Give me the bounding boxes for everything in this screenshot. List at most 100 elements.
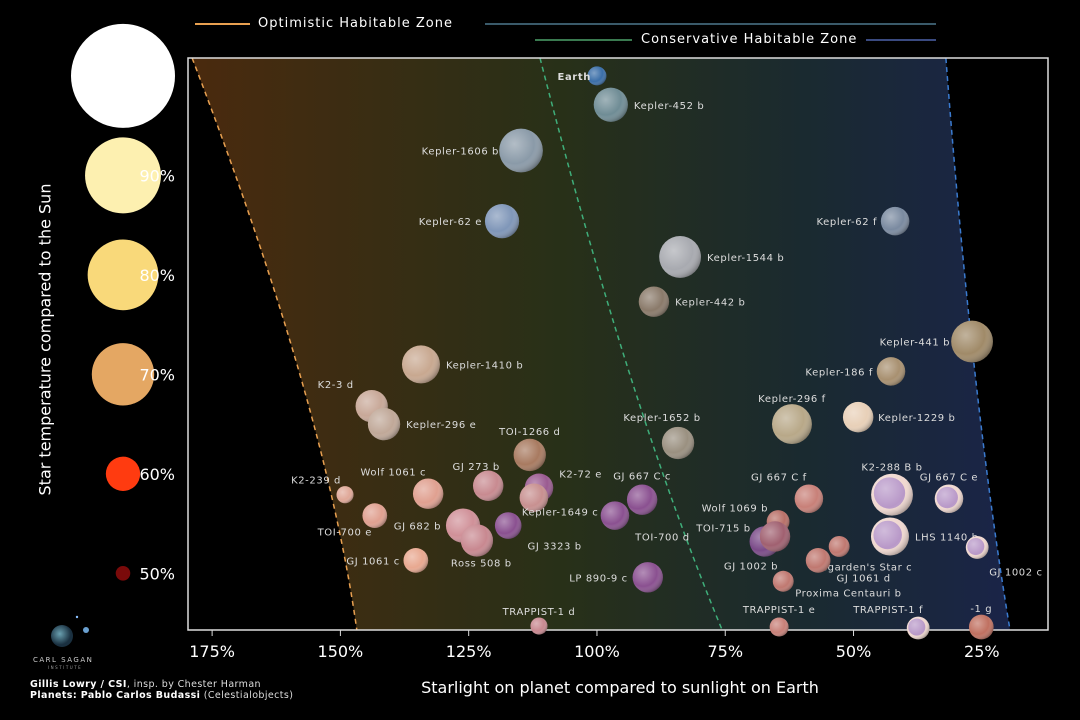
planet-label: GJ 1002 c — [989, 567, 1042, 578]
legend-conservative-label: Conservative Habitable Zone — [641, 32, 858, 47]
planet-label: GJ 682 b — [394, 522, 441, 533]
planet-trappist-1-f: TRAPPIST-1 f — [852, 605, 930, 640]
planet-label: Wolf 1069 b — [702, 504, 768, 515]
optimistic-zone-boundary — [191, 57, 358, 631]
star-size-circle — [91, 343, 155, 406]
planet-trappist-1-e: TRAPPIST-1 e — [742, 605, 815, 637]
logo-subtext: INSTITUTE — [48, 665, 83, 670]
conservative-zone-boundary — [539, 57, 723, 631]
planet-label: TOI-700 e — [317, 528, 372, 539]
planet-kepler-296-e: Kepler-296 e — [367, 407, 476, 441]
planet-kepler-296-f: Kepler-296 f — [758, 394, 825, 445]
planet-label: Kepler-1544 b — [707, 253, 784, 264]
planet-label: Proxima Centauri b — [795, 588, 901, 599]
planet-shading — [460, 524, 494, 557]
planet-kepler-1652-b: Kepler-1652 b — [623, 413, 700, 460]
planet-shading — [951, 320, 993, 363]
planet-lp-890-9-c: LP 890-9 c — [569, 562, 663, 593]
star-size-circle — [87, 239, 159, 311]
planet-ross-508-b: Ross 508 b — [451, 524, 512, 569]
x-tick-label: 25% — [964, 642, 1000, 661]
planet-shading — [412, 478, 444, 509]
credit-author: Gillis Lowry / CSI — [30, 679, 127, 690]
planet-label: Kepler-1652 b — [623, 413, 700, 424]
planet-label: K2-72 e — [559, 470, 602, 481]
planet-shading — [934, 484, 964, 513]
planet-shading — [968, 614, 994, 640]
planet-label: Earth — [558, 72, 591, 83]
planet-label: Kepler-1649 c — [522, 508, 599, 519]
planet-shading — [794, 484, 824, 513]
planet-shading — [472, 470, 504, 501]
x-tick-label: 175% — [189, 642, 235, 661]
planet-shading — [876, 357, 906, 386]
logo-planet-icon — [51, 615, 89, 647]
planet-label: GJ 3323 b — [527, 542, 581, 553]
planet-label: TRAPPIST-1 d — [502, 607, 576, 618]
planet-kepler-1606-b: Kepler-1606 b — [422, 128, 543, 173]
planet-label: Kepler-1229 b — [878, 413, 955, 424]
planet-shading — [600, 501, 630, 530]
planet-label: LP 890-9 c — [569, 573, 628, 584]
planet-teegarden-s-star-c: Teegarden's Star c — [808, 535, 912, 573]
planet-shading — [805, 548, 831, 573]
y-tick-label: 100% — [129, 67, 175, 86]
planet-shading — [362, 503, 388, 528]
planet-gj-667-c-e: GJ 667 C e — [920, 473, 978, 513]
planet-shading — [772, 570, 794, 592]
planet-label: Teegarden's Star c — [808, 562, 912, 573]
y-tick-label: 90% — [139, 166, 175, 185]
planet-label: Kepler-1410 b — [446, 360, 523, 371]
planet-gj-1061-c: GJ 1061 c — [346, 548, 429, 573]
planet-kepler-1229-b: Kepler-1229 b — [842, 401, 955, 433]
y-axis-label: Star temperature compared to the Sun — [35, 183, 55, 496]
planet-shading — [842, 401, 874, 433]
y-tick-label: 80% — [139, 266, 175, 285]
planet-label: GJ 667 C f — [751, 473, 807, 484]
planet-kepler-441-b: Kepler-441 b — [880, 320, 993, 363]
planet-label: GJ 273 b — [453, 462, 500, 473]
planet-label: K2-3 d — [318, 380, 354, 391]
y-tick-label: 50% — [139, 564, 175, 583]
planet-proxima-centauri-b: Proxima Centauri b — [772, 570, 901, 599]
planet-label: K2-288 B b — [861, 463, 922, 474]
planet-label: Kepler-441 b — [880, 338, 950, 349]
planet-shading — [513, 438, 546, 472]
planet-shading — [638, 286, 670, 317]
y-tick-label: 70% — [139, 365, 175, 384]
planet-label: TRAPPIST-1 f — [852, 605, 923, 616]
x-tick-label: 150% — [318, 642, 364, 661]
x-tick-label: 50% — [836, 642, 872, 661]
star-size-circle — [71, 23, 175, 128]
credit-planets: Planets: Pablo Carlos Budassi — [30, 690, 201, 701]
planet-shading — [659, 236, 701, 278]
planet-lhs-1140-b: LHS 1140 b — [870, 517, 978, 556]
planet-label: Ross 508 b — [451, 558, 512, 569]
planet-kepler-62-f: Kepler-62 f — [816, 206, 910, 236]
planet-label: GJ 1002 b — [724, 561, 778, 572]
planet-shading — [632, 562, 663, 593]
planet-shading — [965, 536, 989, 559]
planet-label: Wolf 1061 c — [361, 468, 427, 479]
planet-shading — [401, 345, 440, 384]
planet-kepler-452-b: Kepler-452 b — [593, 87, 704, 122]
planet-shading — [530, 617, 548, 635]
x-tick-label: 75% — [707, 642, 743, 661]
planet-k2-288-b-b: K2-288 B b — [861, 463, 922, 516]
planet-shading — [403, 548, 429, 573]
planet-label: GJ 1061 c — [346, 556, 399, 567]
planet-shading — [593, 87, 628, 122]
planet-shading — [870, 517, 909, 556]
planet-label: TOI-715 b — [695, 523, 751, 534]
planet-toi-700-d: TOI-700 d — [600, 501, 689, 544]
planet-shading — [871, 473, 913, 516]
planet-label: -1 g — [970, 604, 992, 615]
planet-label: Kepler-1606 b — [422, 147, 499, 158]
planet-shading — [519, 483, 549, 512]
planet-label: Kepler-186 f — [805, 367, 873, 378]
planet-gj-667-c-f: GJ 667 C f — [751, 473, 824, 513]
logo-text: CARL SAGAN — [33, 656, 94, 664]
planet-shading — [499, 128, 543, 173]
planet-kepler-1544-b: Kepler-1544 b — [659, 236, 784, 278]
x-tick-label: 100% — [574, 642, 620, 661]
